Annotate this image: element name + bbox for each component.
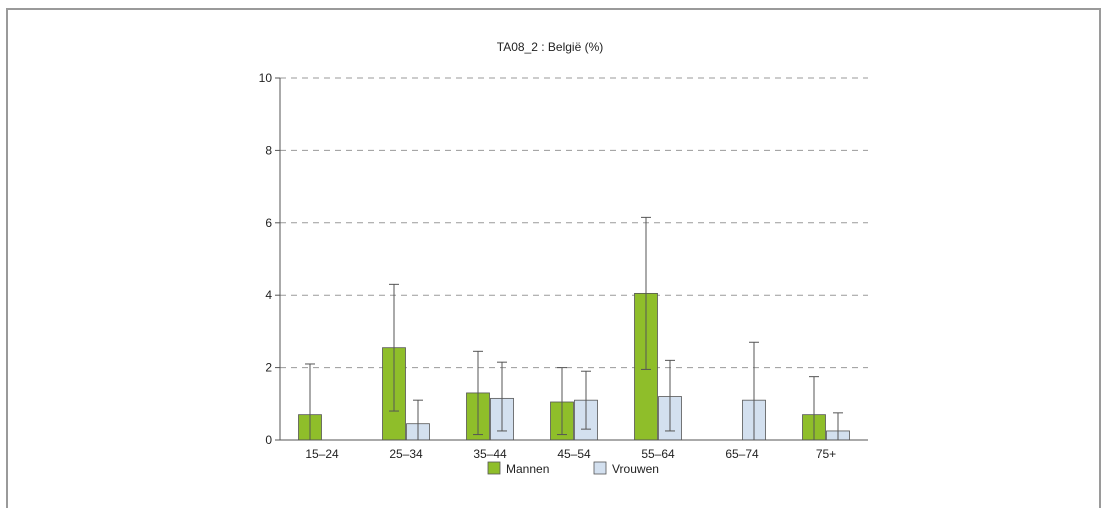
legend-item-mannen: Mannen — [487, 461, 549, 476]
error-bars-layer — [305, 216, 843, 440]
bars-layer — [298, 292, 850, 441]
axes-layer: 0 2 4 6 8 10 15‒24 25‒34 35‒44 45‒54 55‒64 65‒74 75+ — [259, 71, 868, 461]
legend-swatch — [593, 461, 607, 475]
error-bar-mannen-2 — [473, 350, 483, 436]
error-bar-mannen-3 — [557, 367, 567, 436]
error-bar-mannen-6 — [809, 376, 819, 440]
error-bar-vrouwen-1 — [413, 399, 423, 440]
bar-chart: TA08_2 : België (%) 0 2 4 6 8 10 15‒24 25‒34 35‒… — [259, 40, 868, 476]
y-tick-label: 8 — [265, 143, 272, 157]
y-tick-label: 0 — [265, 433, 272, 447]
chart-frame: TA08_2 : België (%) 0 2 4 6 8 10 15‒24 25‒34 35‒… — [6, 8, 1101, 508]
error-bar-vrouwen-4 — [665, 359, 675, 432]
y-tick-label: 4 — [265, 288, 272, 302]
y-tick-label: 10 — [259, 71, 273, 85]
legend: Mannen Vrouwen — [487, 461, 659, 476]
x-tick-label: 55‒64 — [641, 447, 675, 461]
error-bar-vrouwen-2 — [497, 361, 507, 432]
legend-swatch — [487, 461, 501, 475]
y-tick-label: 2 — [265, 361, 272, 375]
x-tick-label: 15‒24 — [305, 447, 339, 461]
error-bar-mannen-4 — [641, 216, 651, 370]
error-bar-vrouwen-6 — [833, 412, 843, 440]
error-bar-vrouwen-5 — [749, 341, 759, 440]
x-tick-label: 35‒44 — [473, 447, 507, 461]
x-tick-label: 75+ — [816, 447, 836, 461]
chart-title: TA08_2 : België (%) — [497, 40, 604, 54]
x-tick-label: 25‒34 — [389, 447, 423, 461]
error-bar-vrouwen-3 — [581, 370, 591, 430]
legend-item-vrouwen: Vrouwen — [593, 461, 659, 476]
x-tick-label: 65‒74 — [725, 447, 759, 461]
error-bar-mannen-1 — [389, 283, 399, 412]
x-tick-label: 45‒54 — [557, 447, 591, 461]
legend-label: Vrouwen — [612, 462, 659, 476]
legend-label: Mannen — [506, 462, 549, 476]
grid-layer — [280, 77, 868, 369]
y-tick-label: 6 — [265, 216, 272, 230]
error-bar-mannen-0 — [305, 363, 315, 440]
